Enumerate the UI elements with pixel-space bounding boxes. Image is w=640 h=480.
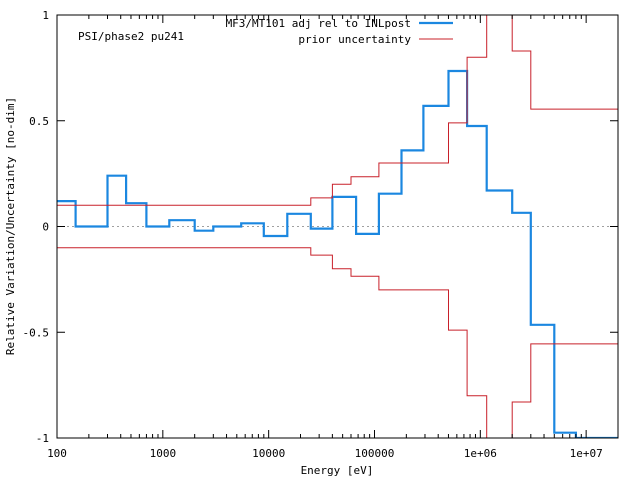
y-tick-label: 0 (42, 221, 49, 234)
chart-annotation: PSI/phase2 pu241 (78, 30, 184, 43)
x-tick-label: 10000 (252, 447, 285, 460)
series-line-1 (57, 15, 618, 206)
series-line-0 (57, 69, 618, 438)
x-tick-label: 100 (47, 447, 67, 460)
legend-label-0: MF3/MT101 adj rel to INLpost (226, 17, 411, 30)
x-tick-label: 1000 (150, 447, 177, 460)
y-tick-label: -1 (36, 432, 49, 445)
x-tick-label: 1e+06 (464, 447, 497, 460)
y-tick-label: -0.5 (23, 326, 50, 339)
legend-label-1: prior uncertainty (298, 33, 411, 46)
x-tick-label: 100000 (355, 447, 395, 460)
y-tick-label: 0.5 (29, 115, 49, 128)
x-axis-label: Energy [eV] (301, 464, 374, 477)
y-axis-label: Relative Variation/Uncertainty [no-dim] (4, 97, 17, 355)
y-tick-label: 1 (42, 9, 49, 22)
series-line-2 (57, 247, 618, 438)
x-tick-label: 1e+07 (570, 447, 603, 460)
